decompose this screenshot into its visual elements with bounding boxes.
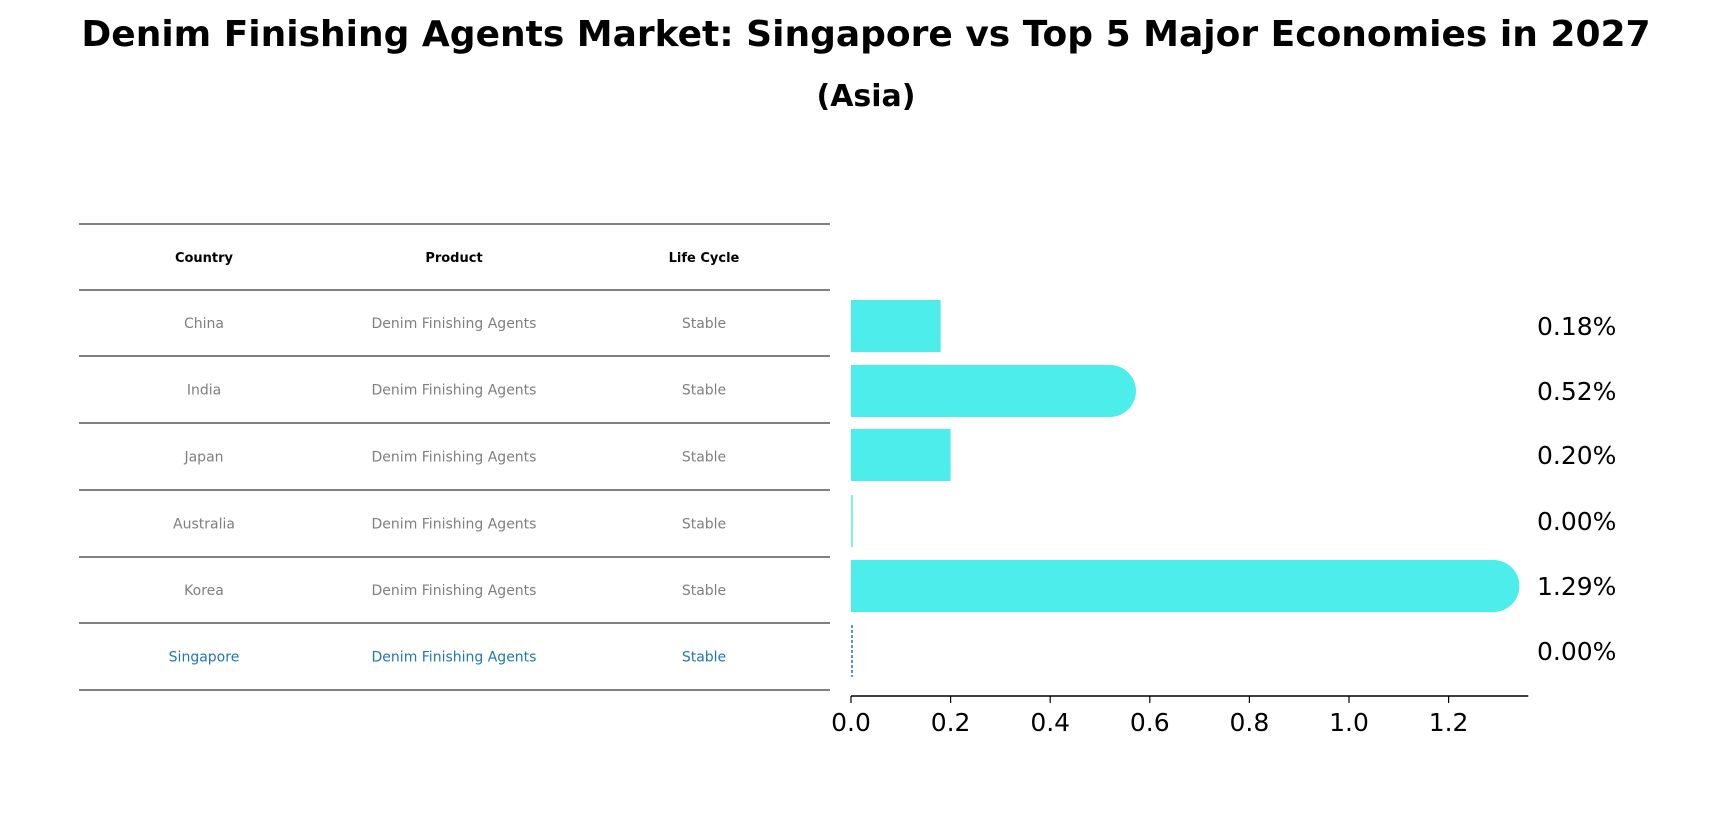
table-cell-product: Denim Finishing Agents xyxy=(372,383,537,399)
table-header-product: Product xyxy=(425,251,482,266)
table-cell-life-cycle: Stable xyxy=(682,583,726,599)
x-tick-label: 0.6 xyxy=(1130,708,1170,737)
bar-japan xyxy=(851,429,951,481)
x-tick-label: 0.4 xyxy=(1030,708,1070,737)
x-tick-label: 0.0 xyxy=(831,708,871,737)
table-cell-product: Denim Finishing Agents xyxy=(372,583,537,599)
value-label-india: 0.52% xyxy=(1537,377,1616,406)
table-cell-life-cycle: Stable xyxy=(682,316,726,332)
table-cell-country: India xyxy=(187,383,221,399)
table-cell-country: China xyxy=(184,316,224,332)
table-cell-country: Japan xyxy=(183,450,223,466)
table-cell-life-cycle: Stable xyxy=(682,383,726,399)
table-cell-life-cycle: Stable xyxy=(682,450,726,466)
table-cell-country: Singapore xyxy=(169,650,240,666)
value-label-australia: 0.00% xyxy=(1537,507,1616,536)
table-cell-country: Korea xyxy=(184,583,224,599)
data-table: Country Product Life Cycle China Denim Finis… xyxy=(79,223,830,691)
x-tick-label: 0.8 xyxy=(1230,708,1270,737)
bar-china xyxy=(851,300,941,352)
table-cell-product: Denim Finishing Agents xyxy=(372,517,537,533)
chart-subtitle: (Asia) xyxy=(816,79,916,114)
table-cell-product: Denim Finishing Agents xyxy=(372,450,537,466)
table-cell-product: Denim Finishing Agents xyxy=(372,316,537,332)
value-label-singapore: 0.00% xyxy=(1537,637,1616,666)
table-cell-life-cycle: Stable xyxy=(682,517,726,533)
x-tick-label: 1.0 xyxy=(1329,708,1369,737)
bar-plot: 0.18% 0.52% 0.20% 0.00% 1.29% 0.00% xyxy=(851,300,1616,677)
bar-korea xyxy=(851,560,1520,612)
table-cell-life-cycle: Stable xyxy=(682,650,726,666)
x-tick-label: 1.2 xyxy=(1429,708,1469,737)
x-tick-label: 0.2 xyxy=(931,708,971,737)
bar-india xyxy=(851,365,1136,417)
table-cell-product: Denim Finishing Agents xyxy=(372,650,537,666)
table-cell-country: Australia xyxy=(173,517,235,533)
value-label-china: 0.18% xyxy=(1537,312,1616,341)
value-label-japan: 0.20% xyxy=(1537,441,1616,470)
table-header-country: Country xyxy=(175,251,234,266)
x-axis: 0.0 0.2 0.4 0.6 0.8 1.0 1.2 xyxy=(831,695,1529,737)
value-label-korea: 1.29% xyxy=(1537,572,1616,601)
chart-title: Denim Finishing Agents Market: Singapore… xyxy=(81,14,1651,55)
table-header-life-cycle: Life Cycle xyxy=(669,251,740,266)
